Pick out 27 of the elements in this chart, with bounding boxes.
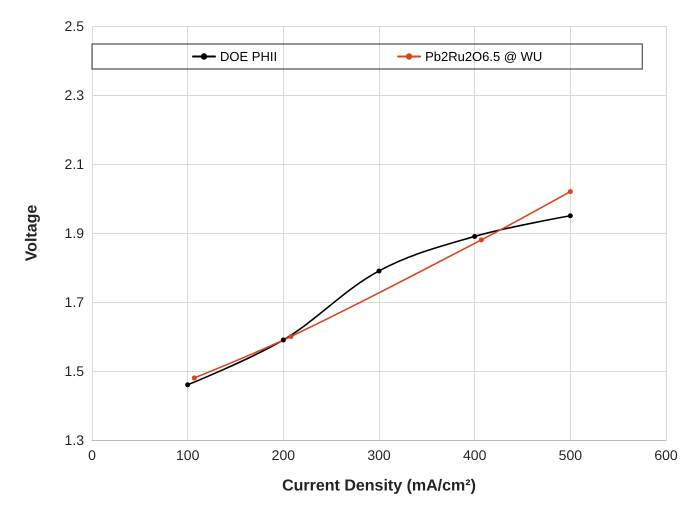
point — [192, 375, 197, 380]
y-tick-label: 1.9 — [64, 225, 84, 241]
point — [185, 382, 190, 388]
point — [568, 213, 573, 218]
legend-label: DOE PHII — [220, 49, 278, 64]
x-tick-label: 500 — [558, 447, 582, 463]
x-tick-label: 600 — [654, 447, 678, 463]
point — [568, 189, 573, 194]
point — [280, 337, 286, 342]
x-tick-label: 200 — [272, 447, 296, 463]
y-tick-label: 1.3 — [64, 432, 84, 448]
y-axis-title: Voltage — [24, 204, 40, 262]
y-tick-label: 2.1 — [64, 156, 84, 172]
y-tick-label: 1.7 — [64, 294, 84, 310]
y-tick-label: 2.5 — [64, 18, 84, 34]
y-tick-label: 2.3 — [64, 87, 84, 103]
legend-label: Pb2Ru2O6.5 @ WU — [425, 49, 542, 64]
point — [472, 234, 478, 239]
x-tick-label: 0 — [88, 447, 96, 463]
x-tick-label: 100 — [176, 447, 200, 463]
y-tick-label: 1.5 — [64, 363, 84, 379]
point — [376, 268, 382, 274]
point — [478, 237, 484, 242]
point — [288, 334, 294, 339]
x-tick-label: 300 — [367, 447, 391, 463]
x-axis-title: Current Density (mA/cm²) — [282, 478, 476, 494]
x-tick-label: 400 — [462, 447, 487, 463]
